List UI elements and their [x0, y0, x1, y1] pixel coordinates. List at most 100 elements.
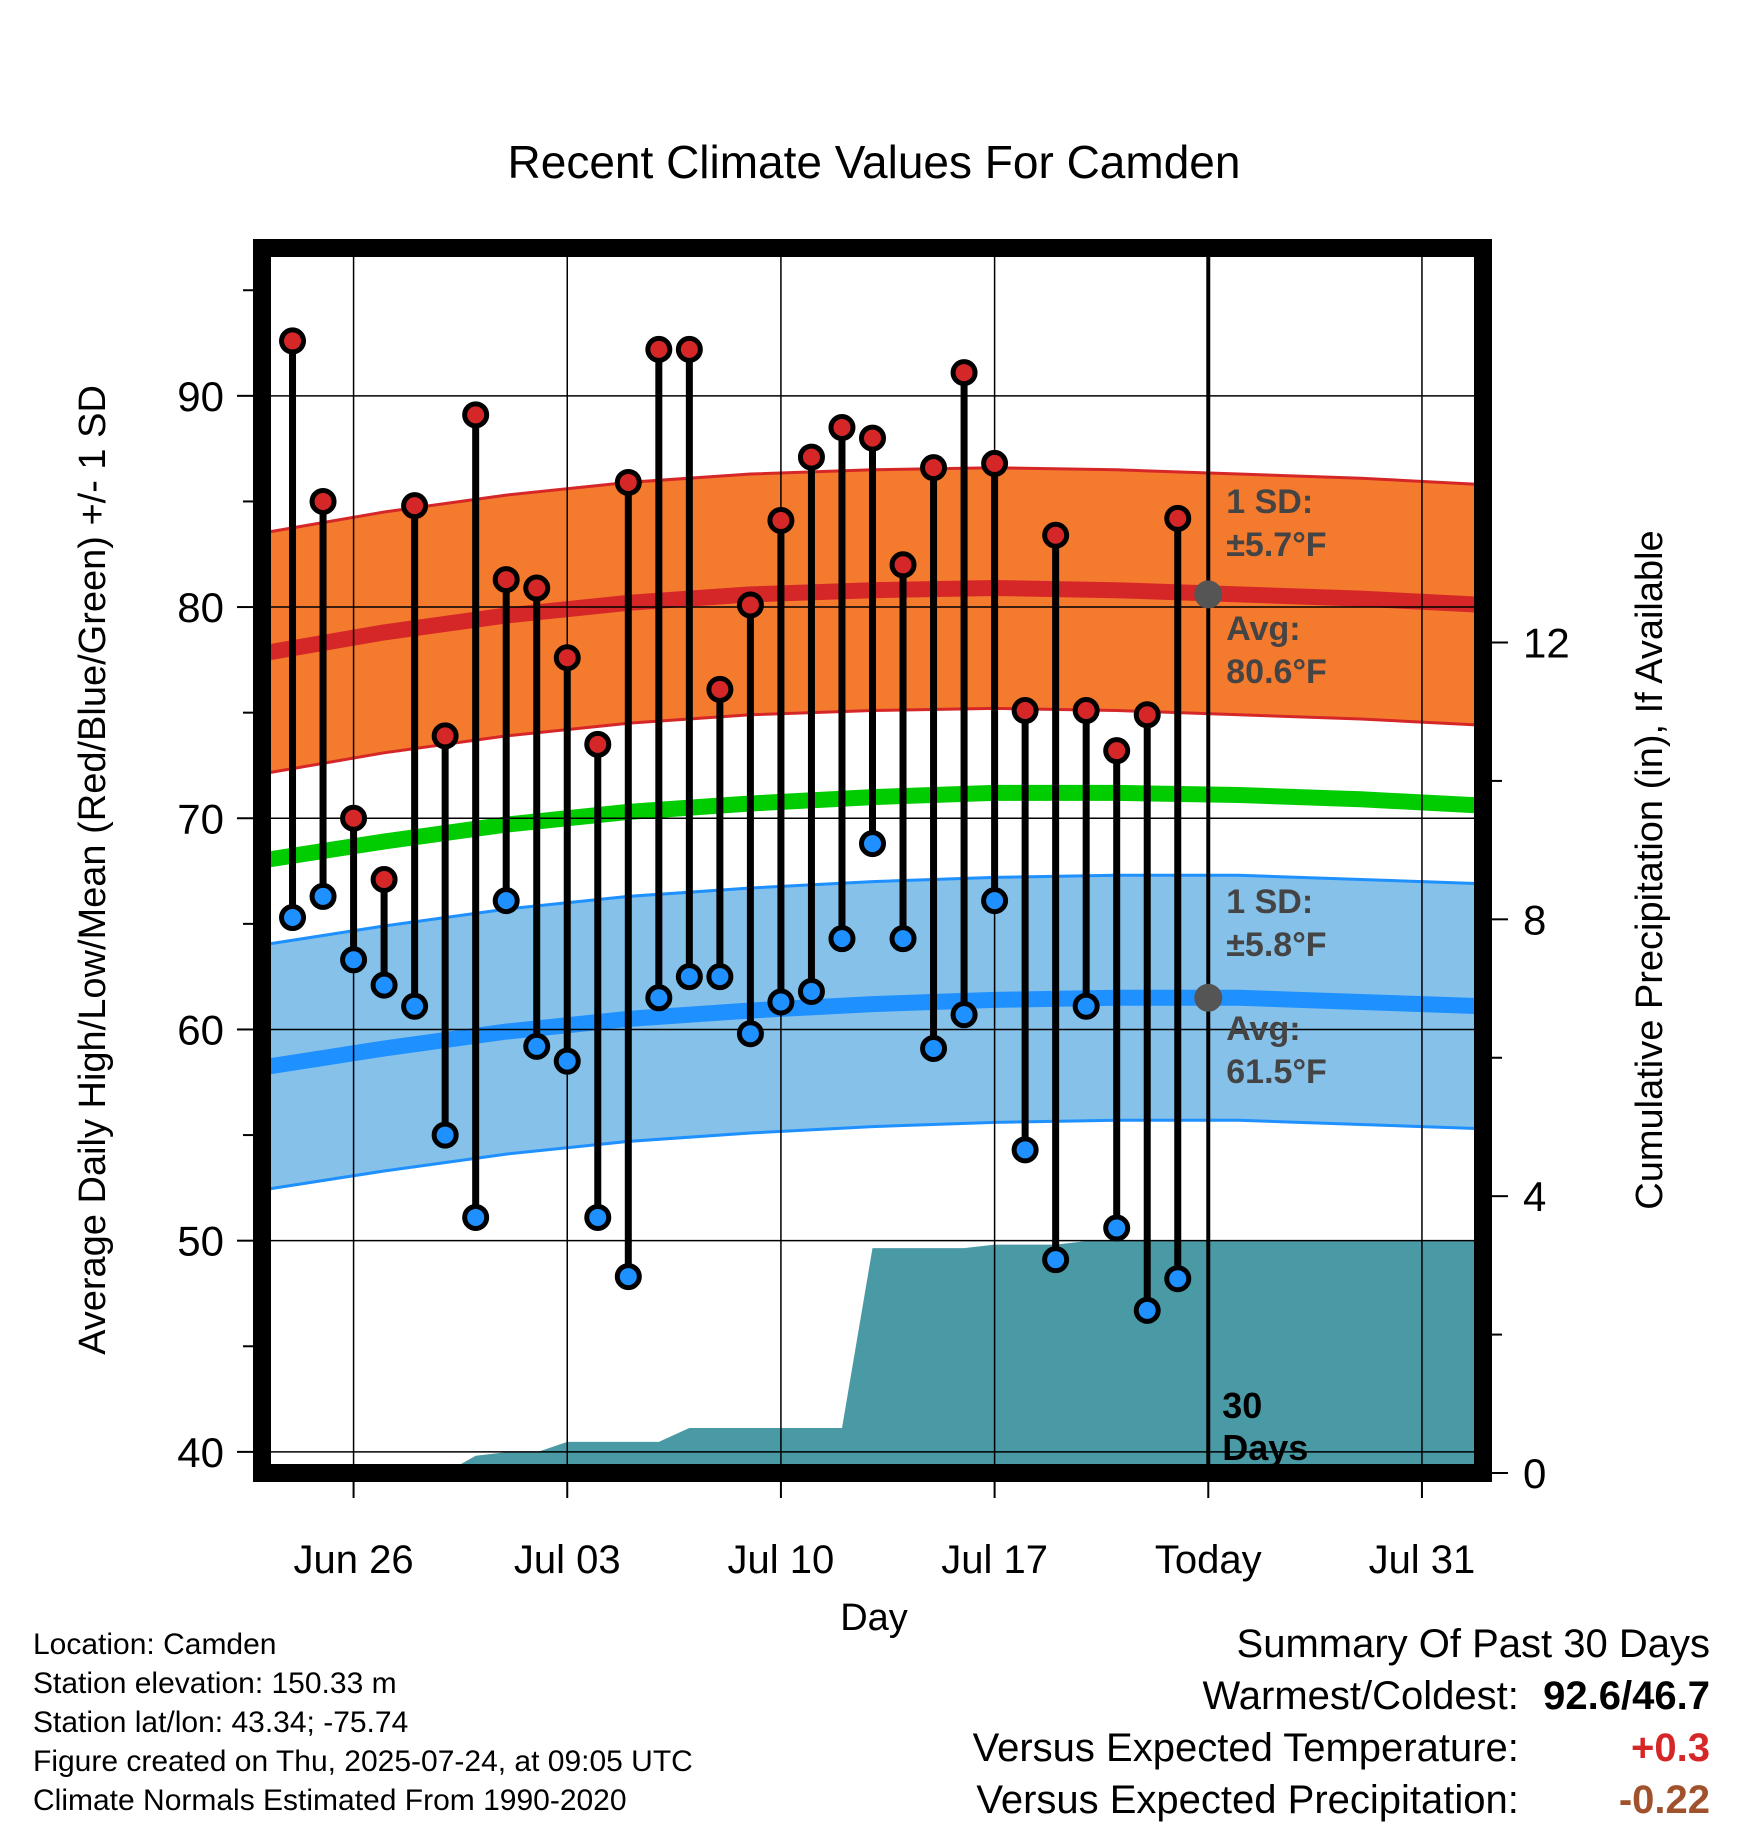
low-point	[1072, 992, 1100, 1020]
low-point	[859, 830, 886, 858]
normals-text: Climate Normals Estimated From 1990-2020	[33, 1784, 627, 1817]
high-point	[767, 506, 795, 534]
high-point	[1164, 504, 1192, 532]
temp-value: +0.3	[1631, 1726, 1710, 1770]
y-tick-label: 70	[177, 795, 224, 842]
low-sd-value: ±5.8°F	[1226, 926, 1326, 964]
high-point	[828, 414, 856, 442]
precip-label: Versus Expected Precipitation:	[976, 1778, 1519, 1822]
low-point	[431, 1121, 459, 1149]
y-axis-label: Average Daily High/Low/Mean (Red/Blue/Gr…	[72, 385, 114, 1355]
latlon-text: Station lat/lon: 43.34; -75.74	[33, 1706, 409, 1739]
high-point	[1133, 701, 1161, 729]
summary-title: Summary Of Past 30 Days	[1236, 1622, 1710, 1666]
plot-frame	[253, 239, 1492, 1482]
low-point	[1103, 1214, 1131, 1242]
high-avg-label: Avg:	[1226, 610, 1300, 648]
low-point	[523, 1032, 551, 1060]
y-tick-label: 60	[177, 1006, 224, 1053]
low-point	[370, 971, 398, 999]
high-point	[523, 574, 551, 602]
low-point	[614, 1263, 642, 1291]
low-point	[920, 1034, 948, 1062]
created-text: Figure created on Thu, 2025-07-24, at 09…	[33, 1745, 693, 1778]
low-point	[462, 1203, 490, 1231]
y2-tick-label: 8	[1523, 896, 1546, 943]
high-point	[370, 866, 398, 894]
location-text: Location: Camden	[33, 1628, 277, 1661]
high-point	[309, 487, 337, 515]
low-point	[828, 925, 856, 953]
high-point	[706, 675, 734, 703]
low-point	[340, 946, 368, 974]
high-point	[675, 335, 703, 363]
high-point	[279, 327, 307, 355]
high-point	[859, 424, 886, 452]
y-tick-label: 50	[177, 1218, 224, 1265]
high-point	[584, 730, 612, 758]
low-point	[279, 904, 307, 932]
x-tick-label: Today	[1155, 1538, 1262, 1582]
summary-panel: Summary Of Past 30 Days Warmest/Coldest:…	[973, 1618, 1710, 1826]
low-normal-line	[260, 989, 1484, 1076]
precip-value: -0.22	[1618, 1778, 1710, 1822]
summary-warm-cold: Warmest/Coldest: 92.6/46.7	[973, 1670, 1711, 1722]
elevation-text: Station elevation: 150.33 m	[33, 1667, 397, 1700]
x-axis-label: Day	[840, 1597, 908, 1639]
high-point	[492, 566, 520, 594]
high-point	[736, 591, 764, 619]
high-sd-label: 1 SD:	[1226, 483, 1313, 521]
low-avg-label: Avg:	[1226, 1010, 1300, 1048]
high-point	[1103, 737, 1131, 765]
high-point	[340, 804, 368, 832]
x-tick-label: Jun 26	[294, 1538, 414, 1582]
high-point	[950, 359, 978, 387]
low-sd-upper-line	[261, 873, 1484, 947]
high-avg-value: 80.6°F	[1226, 653, 1327, 691]
y2-tick-label: 12	[1523, 619, 1570, 666]
low-point	[553, 1047, 581, 1075]
warm-cold-value: 92.6/46.7	[1543, 1674, 1710, 1718]
low-point	[950, 1001, 978, 1029]
y2-tick-label: 4	[1523, 1173, 1546, 1220]
low-point	[736, 1020, 764, 1048]
low-point	[1011, 1136, 1039, 1164]
y-tick-label: 90	[177, 373, 224, 420]
period-label-number: 30	[1222, 1385, 1262, 1426]
low-point	[645, 984, 673, 1012]
high-point	[645, 335, 673, 363]
low-sd-lower-line	[261, 1118, 1484, 1192]
period-label-unit: Days	[1222, 1427, 1308, 1468]
high-sd-value: ±5.7°F	[1226, 526, 1326, 564]
high-point	[797, 443, 825, 471]
summary-precip: Versus Expected Precipitation: -0.22	[973, 1774, 1710, 1826]
station-info: Location: Camden Station elevation: 150.…	[33, 1625, 693, 1820]
temp-label: Versus Expected Temperature:	[972, 1726, 1519, 1770]
x-tick-label: Jul 03	[514, 1538, 621, 1582]
high-point	[614, 468, 642, 496]
high-point	[1072, 697, 1100, 725]
low-point	[1042, 1246, 1070, 1274]
warm-cold-label: Warmest/Coldest:	[1202, 1674, 1519, 1718]
y-tick-label: 80	[177, 584, 224, 631]
low-avg-value: 61.5°F	[1226, 1053, 1327, 1091]
high-point	[462, 401, 490, 429]
today-high-avg-dot	[1194, 580, 1223, 609]
high-point	[1011, 697, 1039, 725]
y2-tick-label: 0	[1523, 1450, 1546, 1497]
low-point	[309, 882, 337, 910]
high-point	[431, 722, 459, 750]
low-point	[492, 887, 520, 915]
x-tick-label: Jul 10	[728, 1538, 835, 1582]
today-low-avg-dot	[1194, 983, 1223, 1012]
low-point	[1133, 1296, 1161, 1324]
low-point	[889, 925, 917, 953]
precip-area	[262, 1241, 1483, 1473]
low-point	[1164, 1265, 1192, 1293]
high-point	[920, 454, 948, 482]
low-sd-label: 1 SD:	[1226, 883, 1313, 921]
x-tick-label: Jul 17	[941, 1538, 1048, 1582]
y-tick-label: 40	[177, 1429, 224, 1476]
